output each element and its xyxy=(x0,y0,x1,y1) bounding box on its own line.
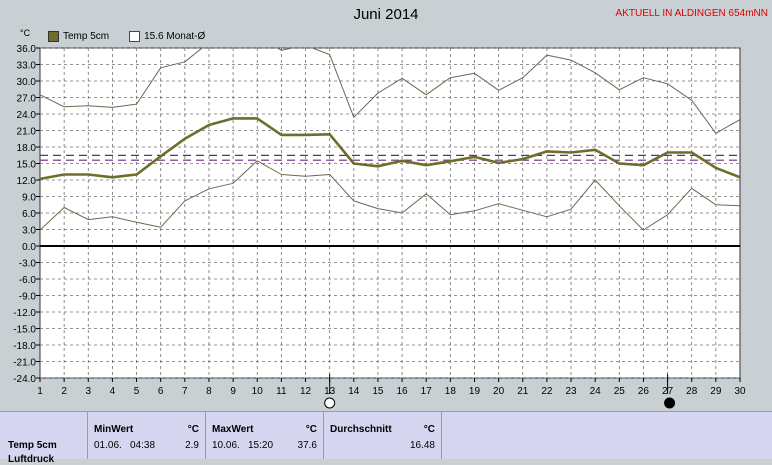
x-tick-label: 17 xyxy=(421,386,433,397)
max-time: 15:20 xyxy=(248,440,274,451)
x-tick-label: 24 xyxy=(590,386,602,397)
moon-phases xyxy=(324,374,676,409)
max-unit: °C xyxy=(305,424,317,435)
y-tick-label: -21.0 xyxy=(13,358,36,369)
x-tick-label: 4 xyxy=(110,386,116,397)
x-tick-label: 23 xyxy=(565,386,577,397)
x-tick-label: 14 xyxy=(348,386,360,397)
series-lines xyxy=(40,48,740,231)
x-tick-label: 15 xyxy=(372,386,384,397)
x-tick-label: 21 xyxy=(517,386,529,397)
y-tick-label: -12.0 xyxy=(13,308,36,319)
y-tick-label: 3.0 xyxy=(22,226,36,237)
y-tick-label: 33.0 xyxy=(17,61,37,72)
y-tick-label: 9.0 xyxy=(22,193,36,204)
x-tick-label: 1 xyxy=(37,386,43,397)
legend-swatch-temp xyxy=(48,31,59,42)
gridlines xyxy=(40,47,740,379)
y-tick-label: -6.0 xyxy=(19,275,37,286)
avg-value: 16.48 xyxy=(409,440,435,451)
y-tick-label: 36.0 xyxy=(17,44,37,55)
chart: 36.033.030.027.024.021.018.015.012.09.06… xyxy=(13,44,746,409)
x-tick-label: 12 xyxy=(300,386,312,397)
chart-title: Juni 2014 xyxy=(353,6,419,23)
series-line-min xyxy=(40,160,740,231)
stats-row-label: Temp 5cm xyxy=(8,440,57,451)
y-tick-label: 27.0 xyxy=(17,94,37,105)
stats-avg-cell: Durchschnitt °C 16.48 xyxy=(324,412,442,459)
station-label: AKTUELL IN ALDINGEN 654mNN xyxy=(615,8,768,19)
x-tick-label: 22 xyxy=(541,386,553,397)
y-tick-label: 18.0 xyxy=(17,143,37,154)
legend-item-average: 15.6 Monat-Ø xyxy=(129,31,205,42)
y-tick-label: 12.0 xyxy=(17,176,37,187)
y-tick-label: -18.0 xyxy=(13,341,36,352)
min-header: MinWert xyxy=(94,424,134,435)
y-tick-label: 24.0 xyxy=(17,110,37,121)
stats-row-label-cell: Temp 5cm Luftdruck xyxy=(0,412,88,465)
x-tick-label: 10 xyxy=(252,386,264,397)
legend-swatch-average xyxy=(129,31,141,42)
x-tick-label: 26 xyxy=(638,386,650,397)
x-tick-label: 11 xyxy=(276,386,287,397)
x-tick-label: 7 xyxy=(182,386,188,397)
x-tick-label: 5 xyxy=(134,386,140,397)
y-axis-unit: °C xyxy=(20,28,31,38)
x-tick-label: 20 xyxy=(493,386,505,397)
y-axis-ticks: 36.0 33.0 30.0 27.0 24.0 21.0 18.0 15.0 12.0 9.0 6… xyxy=(13,44,40,385)
x-tick-label: 19 xyxy=(469,386,481,397)
y-tick-label: -15.0 xyxy=(13,325,36,336)
max-date: 10.06. xyxy=(212,440,240,451)
y-tick-label: 6.0 xyxy=(22,209,36,220)
full-moon-icon xyxy=(324,397,336,409)
max-header: MaxWert xyxy=(212,424,254,435)
legend-label-temp: Temp 5cm xyxy=(63,31,110,42)
legend-label-average: 15.6 Monat-Ø xyxy=(144,31,206,42)
max-value: 37.6 xyxy=(297,440,317,451)
x-tick-label: 25 xyxy=(614,386,626,397)
stats-max-cell: MaxWert °C 10.06. 15:20 37.6 xyxy=(206,412,324,459)
new-moon-icon xyxy=(664,397,676,409)
min-unit: °C xyxy=(187,424,199,435)
x-tick-label: 2 xyxy=(61,386,67,397)
x-tick-label: 3 xyxy=(85,386,91,397)
x-tick-label: 6 xyxy=(158,386,164,397)
avg-header: Durchschnitt xyxy=(330,424,392,435)
stats-min-cell: MinWert °C 01.06. 04:38 2.9 xyxy=(88,412,206,459)
series-line-temp xyxy=(40,117,740,181)
x-tick-label: 18 xyxy=(445,386,457,397)
avg-unit: °C xyxy=(423,424,435,435)
y-tick-label: -3.0 xyxy=(19,259,37,270)
series-line-max xyxy=(40,48,740,134)
y-tick-label: 15.0 xyxy=(17,160,37,171)
x-tick-label: 8 xyxy=(206,386,212,397)
y-tick-label: -24.0 xyxy=(13,374,36,385)
min-value: 2.9 xyxy=(185,440,199,451)
y-tick-label: 21.0 xyxy=(17,127,37,138)
legend: Temp 5cm 15.6 Monat-Ø xyxy=(48,31,205,42)
stats-panel: Temp 5cm Luftdruck MinWert °C 01.06. 04:… xyxy=(0,411,772,465)
y-tick-label: 0.0 xyxy=(22,242,36,253)
stats-row-label-2: Luftdruck xyxy=(8,454,55,465)
min-time: 04:38 xyxy=(130,440,156,451)
x-tick-label: 16 xyxy=(397,386,409,397)
y-tick-label: -9.0 xyxy=(19,292,37,303)
x-tick-label: 30 xyxy=(734,386,746,397)
min-date: 01.06. xyxy=(94,440,122,451)
x-axis-ticks: 1 2 3 4 5 6 7 8 9 10 11 12 13 14 15 16 17 18 19 20 21 22 23 24 2… xyxy=(37,378,746,397)
x-tick-label: 9 xyxy=(230,386,236,397)
y-tick-label: 30.0 xyxy=(17,77,37,88)
x-tick-label: 29 xyxy=(710,386,722,397)
x-tick-label: 28 xyxy=(686,386,698,397)
legend-item-temp: Temp 5cm xyxy=(48,31,109,42)
